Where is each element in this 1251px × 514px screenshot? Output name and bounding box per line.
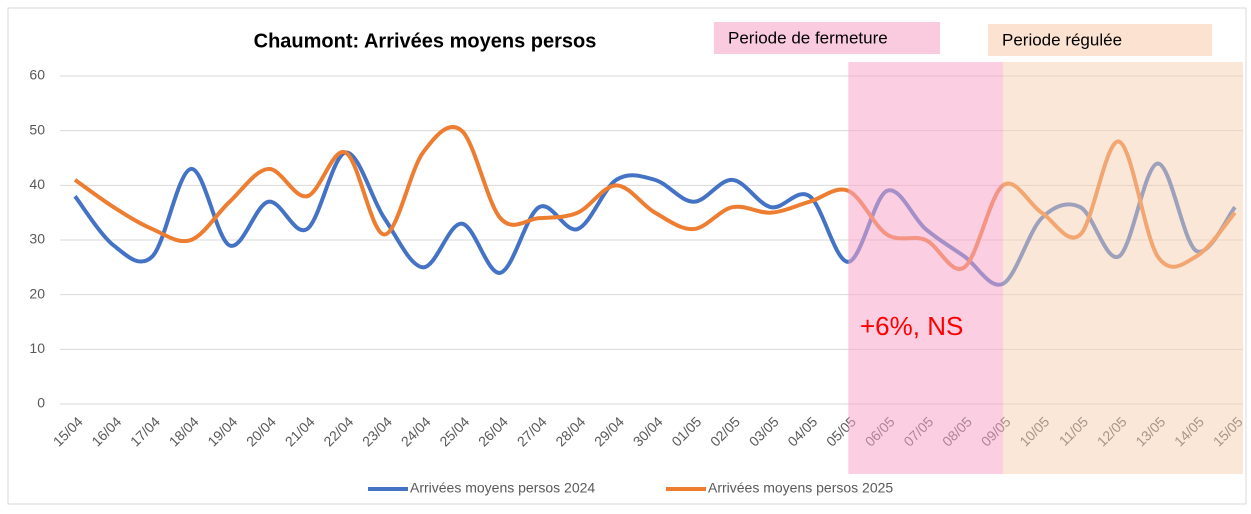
- region-shade: [1003, 62, 1243, 474]
- region-label: Periode de fermeture: [728, 28, 888, 47]
- y-tick-label: 50: [29, 121, 45, 137]
- y-tick-label: 40: [29, 176, 45, 192]
- region-label-box: [714, 22, 940, 54]
- y-tick-label: 20: [29, 285, 45, 301]
- y-tick-label: 10: [29, 340, 45, 356]
- region-label: Periode régulée: [1002, 30, 1122, 49]
- frame: [7, 7, 1247, 505]
- region-label-box: [988, 24, 1212, 56]
- region-shade: [848, 62, 1003, 474]
- legend-label: Arrivées moyens persos 2024: [410, 480, 595, 496]
- annotation: +6%, NS: [860, 311, 963, 341]
- y-tick-label: 0: [37, 395, 45, 411]
- y-tick-label: 60: [29, 67, 45, 83]
- legend-label: Arrivées moyens persos 2025: [708, 480, 893, 496]
- y-tick-label: 30: [29, 231, 45, 247]
- chart-title: Chaumont: Arrivées moyens persos: [254, 30, 597, 52]
